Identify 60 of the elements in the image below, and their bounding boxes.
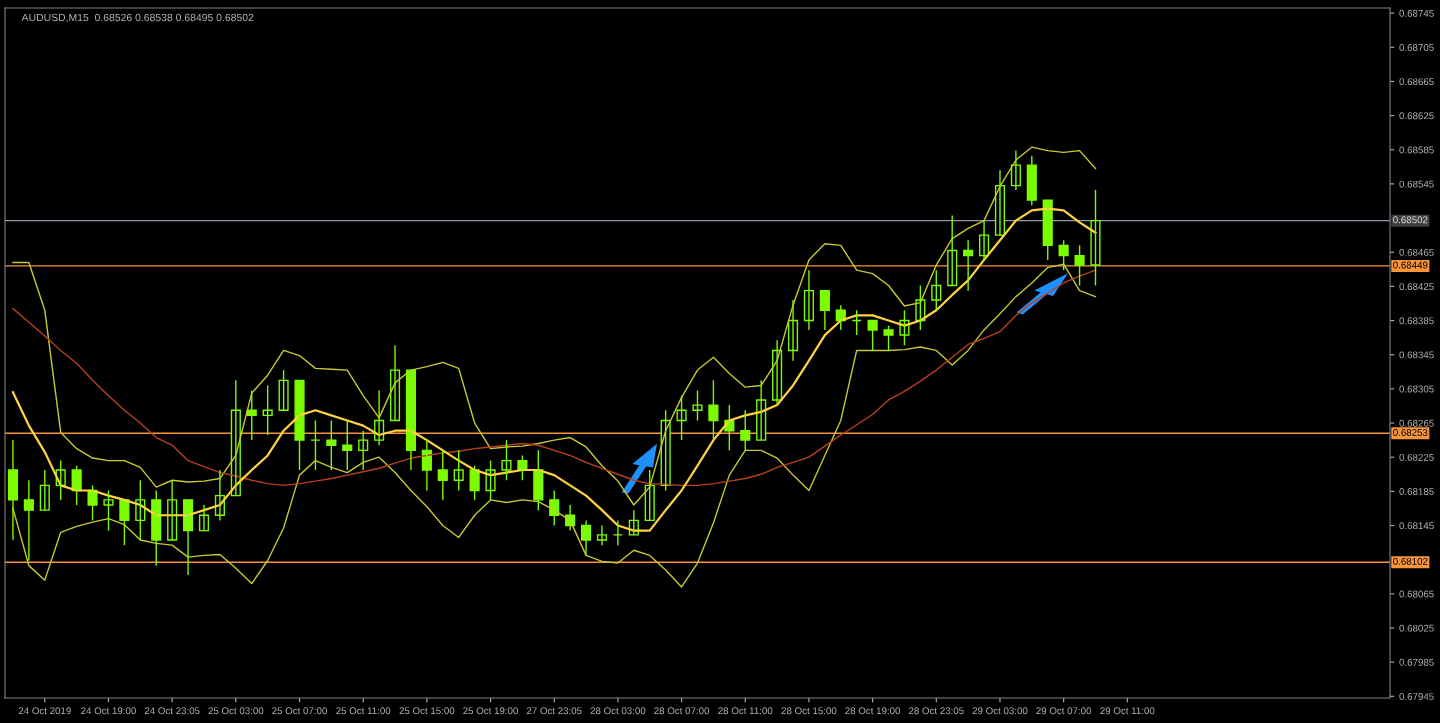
y-tick-label: 0.68425 (1399, 283, 1434, 291)
candlestick (883, 324, 894, 352)
candlestick (708, 379, 719, 441)
candlestick (326, 419, 337, 471)
candlestick (485, 459, 496, 501)
y-tick-label: 0.68225 (1399, 453, 1434, 461)
line-series (12, 269, 1097, 487)
y-tick-label: 0.67985 (1399, 658, 1434, 666)
x-tick-label: 28 Oct 15:00 (781, 707, 837, 715)
y-tick-label: 0.68265 (1399, 419, 1434, 427)
line-series (12, 146, 1097, 506)
x-tick-label: 28 Oct 11:00 (718, 707, 773, 715)
candlestick (1074, 244, 1085, 287)
ref-line-label: 0.68449 (1393, 261, 1428, 269)
y-tick-label: 0.67945 (1399, 693, 1434, 700)
y-tick-label: 0.68305 (1399, 385, 1434, 393)
candlestick (931, 269, 942, 311)
candlestick (692, 389, 703, 422)
x-tick-label: 25 Oct 03:00 (208, 707, 264, 715)
x-tick-label: 28 Oct 03:00 (590, 707, 646, 715)
x-tick-label: 28 Oct 19:00 (845, 707, 901, 715)
y-tick-label: 0.68065 (1399, 590, 1434, 598)
x-tick-label: 28 Oct 23:05 (908, 707, 964, 715)
y-tick-label: 0.68025 (1399, 624, 1434, 632)
y-tick-label: 0.68345 (1399, 351, 1434, 359)
x-tick-label: 29 Oct 03:00 (972, 707, 1028, 715)
x-tick-label: 25 Oct 15:00 (399, 707, 455, 715)
y-tick-label: 0.68665 (1399, 78, 1434, 86)
y-tick-label: 0.68625 (1399, 112, 1434, 120)
x-tick-label: 25 Oct 11:00 (336, 707, 391, 715)
candlestick (740, 409, 751, 452)
candlestick (294, 379, 305, 471)
x-tick-label: 24 Oct 23:05 (144, 707, 200, 715)
x-tick-label: 24 Oct 19:00 (81, 707, 136, 715)
x-tick-label: 25 Oct 19:00 (463, 707, 518, 715)
x-tick-label: 27 Oct 23:05 (526, 707, 582, 715)
candlestick (867, 319, 878, 352)
x-tick-label: 25 Oct 07:00 (272, 707, 327, 715)
ref-line-label: 0.68502 (1393, 216, 1428, 224)
y-tick-label: 0.68185 (1399, 488, 1434, 495)
ref-line-label: 0.68102 (1393, 557, 1428, 565)
candlestick (453, 449, 464, 492)
x-tick-label: 29 Oct 07:00 (1036, 707, 1092, 715)
y-tick-label: 0.68705 (1399, 44, 1434, 51)
x-tick-label: 29 Oct 11:00 (1100, 707, 1155, 715)
candlestick (501, 439, 512, 481)
x-tick-label: 24 Oct 2019 (18, 707, 71, 715)
candlestick (103, 489, 114, 532)
candlestick (437, 449, 448, 501)
y-tick-label: 0.68585 (1399, 146, 1434, 154)
x-tick-label: 28 Oct 07:00 (654, 707, 710, 715)
line-series (12, 263, 1097, 588)
ref-line-label: 0.68253 (1393, 429, 1428, 436)
y-tick-label: 0.68145 (1399, 522, 1434, 530)
chart-title: AUDUSD,M15 0.68526 0.68538 0.68495 0.68502 (21, 13, 254, 23)
y-tick-label: 0.68385 (1399, 317, 1434, 325)
y-tick-label: 0.68465 (1399, 248, 1434, 256)
candlestick (1090, 189, 1101, 287)
y-tick-label: 0.68545 (1399, 180, 1434, 188)
y-tick-label: 0.68745 (1399, 9, 1434, 17)
